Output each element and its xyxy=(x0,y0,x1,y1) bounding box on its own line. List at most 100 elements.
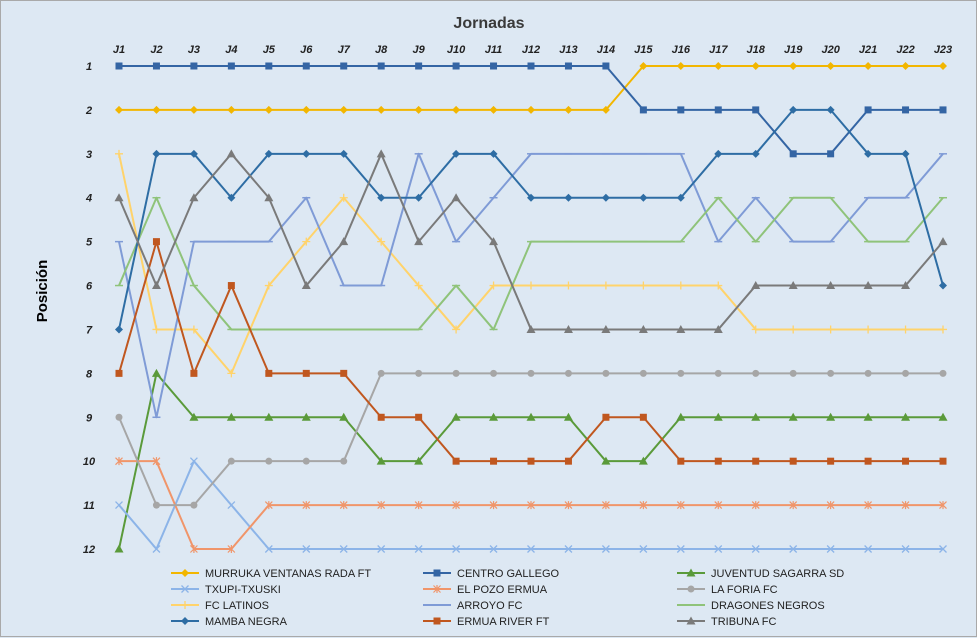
data-point-ermua-river-ft-17 xyxy=(714,457,722,465)
data-point-tribuna-fc-9 xyxy=(414,237,424,246)
data-point-fc-latinos-20 xyxy=(826,325,835,334)
data-point-tribuna-fc-12 xyxy=(526,324,536,333)
data-point-juventud-sagarra-sd-5 xyxy=(264,412,274,421)
data-point-ermua-river-ft-15 xyxy=(639,413,647,421)
data-point-juventud-sagarra-sd-9 xyxy=(414,456,424,465)
data-point-murruka-ventanas-rada-ft-15 xyxy=(639,62,648,70)
data-point-fc-latinos-2 xyxy=(152,325,161,334)
legend-swatch-marker xyxy=(433,585,441,593)
data-point-txupi-txuski-16 xyxy=(676,545,685,553)
x-tick-j15: J15 xyxy=(634,44,653,56)
data-point-tribuna-fc-17 xyxy=(713,324,723,333)
legend-item-juventud-sagarra-sd: JUVENTUD SAGARRA SD xyxy=(677,568,844,580)
data-point-juventud-sagarra-sd-12 xyxy=(526,412,536,421)
data-point-txupi-txuski-5 xyxy=(264,545,273,553)
data-point-la-foria-fc-17 xyxy=(714,369,722,377)
data-point-mamba-negra-20 xyxy=(826,105,835,114)
data-point-ermua-river-ft-22 xyxy=(902,457,910,465)
legend-swatch-marker xyxy=(181,585,189,593)
data-point-murruka-ventanas-rada-ft-19 xyxy=(789,62,798,70)
data-point-tribuna-fc-6 xyxy=(301,281,311,290)
data-point-el-pozo-ermua-23 xyxy=(939,501,947,510)
series-murruka-ventanas-rada-ft xyxy=(115,62,947,114)
x-tick-j18: J18 xyxy=(747,44,766,56)
data-point-txupi-txuski-8 xyxy=(377,545,386,553)
data-point-murruka-ventanas-rada-ft-9 xyxy=(414,105,423,114)
data-point-centro-gallego-17 xyxy=(714,106,722,114)
data-point-mamba-negra-5 xyxy=(264,149,273,158)
data-point-tribuna-fc-4 xyxy=(226,149,236,158)
data-point-la-foria-fc-22 xyxy=(902,369,910,377)
data-point-fc-latinos-11 xyxy=(489,281,498,290)
legend-swatch-marker xyxy=(433,617,441,625)
data-point-ermua-river-ft-13 xyxy=(564,457,572,465)
data-point-tribuna-fc-23 xyxy=(938,237,948,246)
data-point-fc-latinos-12 xyxy=(527,281,535,290)
y-tick-1: 1 xyxy=(86,61,92,73)
x-tick-j23: J23 xyxy=(934,44,952,56)
data-point-txupi-txuski-4 xyxy=(227,501,236,510)
data-point-centro-gallego-15 xyxy=(639,106,647,114)
data-point-ermua-river-ft-12 xyxy=(527,457,535,465)
legend-item-ermua-river-ft: ERMUA RIVER FT xyxy=(423,616,550,628)
data-point-centro-gallego-21 xyxy=(864,106,872,114)
data-point-la-foria-fc-8 xyxy=(377,369,385,377)
data-point-txupi-txuski-6 xyxy=(302,545,311,553)
data-point-centro-gallego-11 xyxy=(490,62,498,70)
data-point-la-foria-fc-3 xyxy=(190,501,198,509)
data-point-centro-gallego-14 xyxy=(602,62,610,70)
y-tick-9: 9 xyxy=(86,412,93,424)
data-point-centro-gallego-23 xyxy=(939,106,947,114)
data-point-la-foria-fc-4 xyxy=(227,457,235,465)
data-point-centro-gallego-19 xyxy=(789,150,797,158)
legend-label: LA FORIA FC xyxy=(711,584,778,596)
data-point-el-pozo-ermua-9 xyxy=(414,501,423,510)
legend-item-txupi-txuski: TXUPI-TXUSKI xyxy=(171,584,281,596)
legend-label: MURRUKA VENTANAS RADA FT xyxy=(205,568,371,580)
x-tick-j8: J8 xyxy=(375,44,388,56)
data-point-centro-gallego-13 xyxy=(564,62,572,70)
data-point-tribuna-fc-3 xyxy=(189,193,199,202)
legend-swatch-marker xyxy=(181,617,189,625)
legend-item-mamba-negra: MAMBA NEGRA xyxy=(171,616,288,628)
data-point-txupi-txuski-10 xyxy=(452,545,461,553)
data-point-txupi-txuski-3 xyxy=(189,457,198,466)
data-point-centro-gallego-16 xyxy=(677,106,685,114)
data-point-mamba-negra-3 xyxy=(189,149,198,158)
data-point-juventud-sagarra-sd-4 xyxy=(226,412,236,421)
data-point-el-pozo-ermua-7 xyxy=(339,501,348,510)
data-point-murruka-ventanas-rada-ft-18 xyxy=(751,62,760,70)
legend-swatch-marker xyxy=(433,569,441,577)
series-txupi-txuski xyxy=(115,457,947,553)
x-tick-j13: J13 xyxy=(559,44,577,56)
data-point-murruka-ventanas-rada-ft-3 xyxy=(189,105,198,114)
y-axis-title: Posición xyxy=(34,260,51,323)
x-tick-j12: J12 xyxy=(522,44,540,56)
data-point-mamba-negra-1 xyxy=(115,325,123,334)
data-point-murruka-ventanas-rada-ft-17 xyxy=(714,62,723,70)
data-point-juventud-sagarra-sd-18 xyxy=(751,412,761,421)
data-point-centro-gallego-2 xyxy=(152,62,160,70)
data-point-tribuna-fc-10 xyxy=(451,193,461,202)
data-point-centro-gallego-4 xyxy=(227,62,235,70)
data-point-fc-latinos-16 xyxy=(676,281,685,290)
data-point-tribuna-fc-11 xyxy=(489,237,499,246)
data-point-tribuna-fc-8 xyxy=(376,149,386,158)
data-point-tribuna-fc-22 xyxy=(901,281,911,290)
data-point-txupi-txuski-19 xyxy=(789,545,798,553)
data-point-mamba-negra-7 xyxy=(339,149,348,158)
x-tick-j10: J10 xyxy=(447,44,466,56)
data-point-mamba-negra-22 xyxy=(901,149,910,158)
data-point-mamba-negra-21 xyxy=(864,149,873,158)
data-point-juventud-sagarra-sd-8 xyxy=(376,456,386,465)
x-tick-j3: J3 xyxy=(188,44,200,56)
series-juventud-sagarra-sd xyxy=(114,368,948,553)
y-tick-3: 3 xyxy=(86,149,92,161)
x-tick-j22: J22 xyxy=(896,44,914,56)
data-point-la-foria-fc-21 xyxy=(864,369,872,377)
data-point-la-foria-fc-11 xyxy=(490,369,498,377)
x-tick-j6: J6 xyxy=(300,44,313,56)
data-point-txupi-txuski-7 xyxy=(339,545,348,553)
data-point-la-foria-fc-14 xyxy=(602,369,610,377)
data-point-txupi-txuski-12 xyxy=(527,545,535,553)
